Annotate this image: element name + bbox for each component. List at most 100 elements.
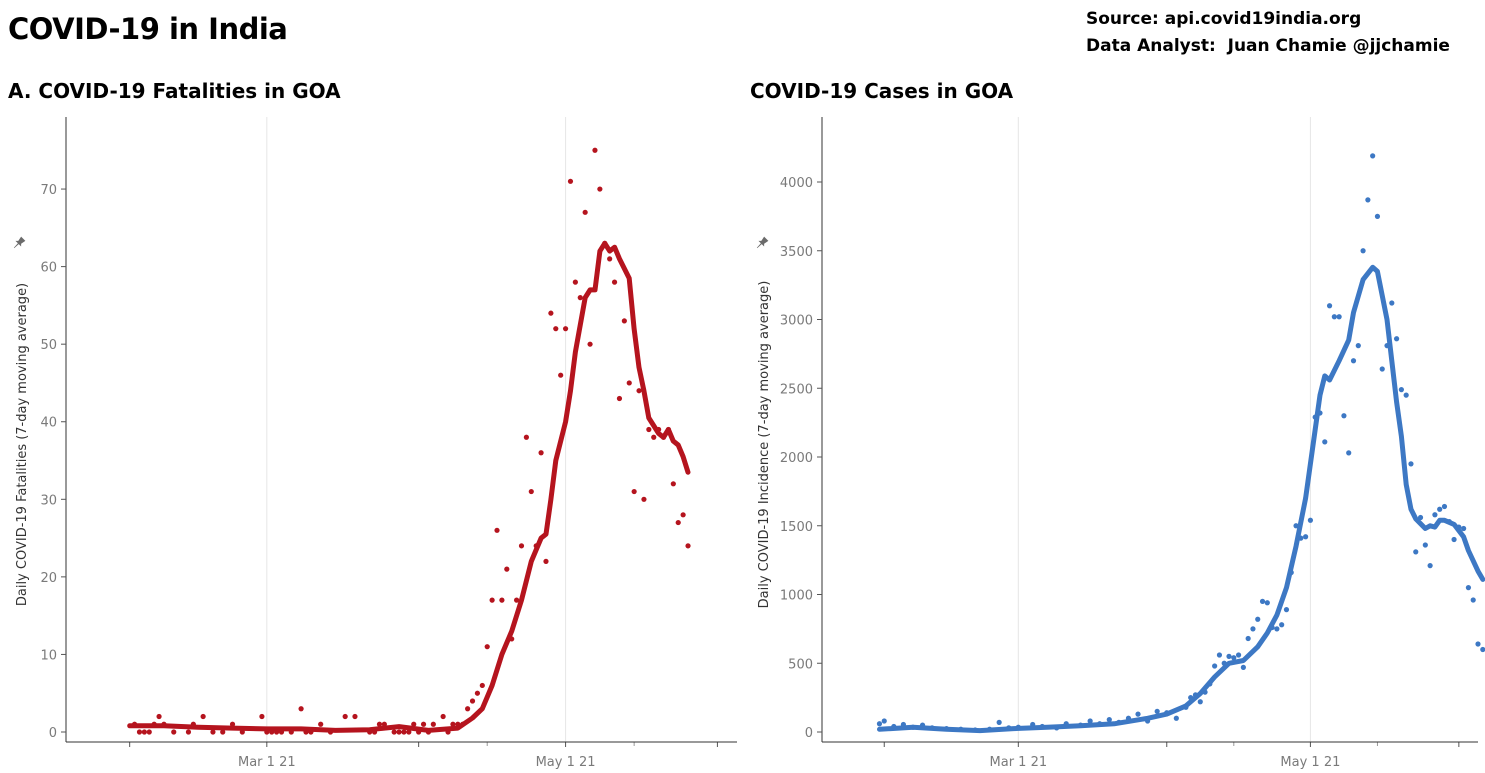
- data-point: [558, 372, 564, 378]
- data-point: [1451, 536, 1457, 543]
- data-point: [440, 713, 446, 720]
- data-point: [543, 558, 549, 564]
- data-point: [1087, 718, 1093, 724]
- data-point: [1336, 314, 1342, 320]
- moving-average-line: [127, 240, 691, 733]
- data-point: [1154, 708, 1160, 714]
- data-point: [136, 729, 143, 735]
- data-point: [670, 481, 676, 487]
- data-point: [1307, 517, 1314, 523]
- x-tick-label: May 1 21: [536, 755, 596, 770]
- data-point: [607, 256, 613, 262]
- data-point: [1283, 607, 1290, 613]
- data-point: [1264, 600, 1270, 606]
- data-point: [523, 434, 529, 440]
- data-point: [1355, 343, 1361, 349]
- x-tick-label: Mar 1 21: [238, 755, 296, 770]
- data-point: [185, 729, 192, 735]
- data-point: [1413, 549, 1419, 555]
- data-point: [1197, 699, 1203, 705]
- data-point: [430, 721, 436, 727]
- data-point: [1379, 366, 1385, 372]
- data-point: [1417, 514, 1424, 521]
- data-point: [572, 279, 578, 285]
- data-point: [318, 721, 324, 727]
- data-point: [1432, 512, 1438, 518]
- data-point: [469, 698, 476, 704]
- data-point: [1427, 563, 1433, 569]
- data-point: [1226, 653, 1232, 659]
- data-point: [474, 690, 481, 696]
- data-point: [1245, 635, 1251, 642]
- cases-chart-title: COVID-19 Cases in GOA: [750, 79, 1014, 103]
- data-point: [1365, 197, 1371, 203]
- data-point: [636, 388, 642, 394]
- data-point: [548, 310, 554, 316]
- y-tick-label: 10: [40, 648, 57, 663]
- data-point: [1461, 525, 1467, 532]
- data-point: [352, 713, 358, 720]
- data-point: [1422, 542, 1428, 548]
- data-point: [651, 434, 657, 440]
- data-point: [621, 318, 627, 324]
- data-point: [611, 279, 618, 285]
- y-tick-label: 1000: [780, 589, 813, 604]
- data-point: [420, 721, 427, 727]
- data-point: [538, 450, 544, 456]
- data-point: [1480, 646, 1485, 653]
- data-point: [1212, 663, 1218, 669]
- data-point: [450, 721, 456, 727]
- data-point: [1341, 413, 1347, 419]
- y-tick-label: 0: [49, 726, 57, 741]
- data-point: [881, 718, 887, 724]
- data-point: [675, 519, 681, 526]
- data-point: [996, 719, 1002, 725]
- analyst-line: Data Analyst: Juan Chamie @jjchamie: [1086, 36, 1450, 56]
- data-point: [396, 729, 402, 735]
- y-tick-label: 1500: [780, 520, 813, 535]
- x-tick-label: May 1 21: [1280, 755, 1340, 770]
- data-point: [141, 729, 147, 735]
- data-point: [876, 721, 883, 727]
- data-point: [562, 326, 569, 332]
- y-axis-label: Daily COVID-19 Fatalities (7-day moving …: [15, 283, 30, 606]
- y-tick-label: 0: [805, 726, 813, 741]
- data-point: [1403, 392, 1409, 398]
- data-point: [1374, 213, 1381, 219]
- y-tick-label: 2000: [780, 451, 813, 466]
- y-tick-label: 500: [788, 657, 813, 672]
- data-point: [1331, 314, 1337, 320]
- pin-icon: [13, 236, 26, 249]
- y-tick-label: 70: [40, 183, 57, 198]
- y-tick-label: 60: [40, 261, 57, 276]
- data-point: [494, 527, 500, 533]
- data-point: [479, 682, 485, 689]
- data-point: [200, 713, 206, 720]
- data-point: [1240, 664, 1246, 670]
- pin-icon: [756, 236, 769, 249]
- data-point: [229, 721, 236, 727]
- data-point: [1441, 503, 1448, 510]
- data-point: [577, 295, 583, 301]
- data-point: [1173, 715, 1179, 721]
- data-point: [391, 729, 397, 735]
- source-line: Source: api.covid19india.org: [1086, 9, 1362, 29]
- y-tick-label: 20: [40, 571, 57, 586]
- data-point: [1274, 626, 1280, 632]
- data-point: [616, 395, 623, 402]
- data-point: [680, 512, 686, 518]
- data-point: [1303, 534, 1309, 540]
- y-tick-label: 30: [40, 493, 57, 508]
- y-tick-label: 3500: [780, 245, 813, 260]
- data-point: [631, 488, 637, 495]
- data-point: [1135, 711, 1141, 717]
- data-point: [406, 729, 412, 735]
- data-point: [1322, 439, 1328, 445]
- fatalities-chart-title: A. COVID-19 Fatalities in GOA: [8, 79, 341, 103]
- data-point: [376, 721, 383, 727]
- data-point: [1106, 717, 1112, 723]
- data-point: [171, 729, 177, 735]
- data-point: [1370, 153, 1376, 159]
- data-point: [1326, 303, 1333, 309]
